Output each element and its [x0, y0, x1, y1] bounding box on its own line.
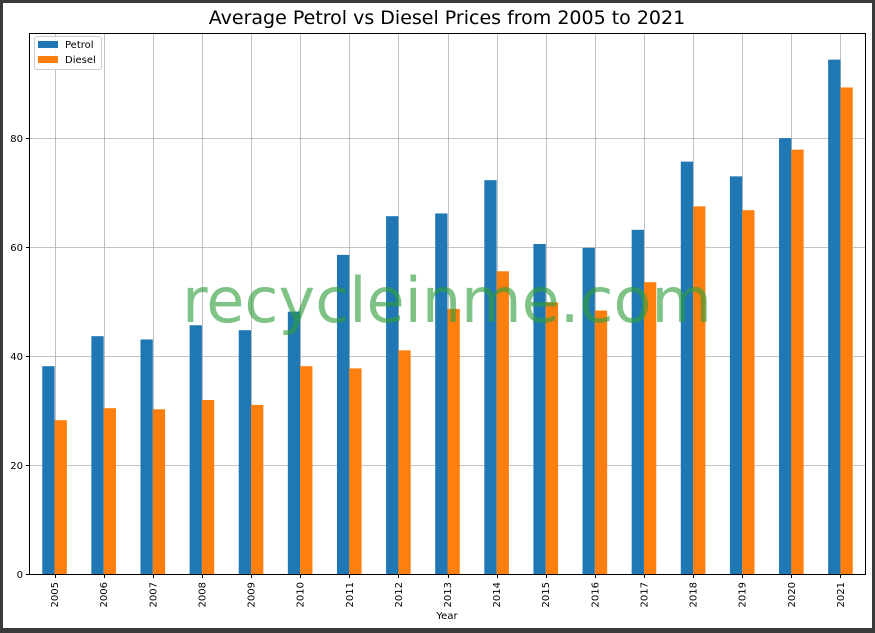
plot-area-border	[29, 33, 866, 575]
bar-petrol-2008	[189, 325, 202, 574]
x-axis-ticks: 2005 2006 2007 2008 2009 2010 2011 2012 2013 2014…	[50, 574, 847, 607]
x-tick-label: 2017	[639, 582, 650, 607]
x-axis-label: Year	[435, 611, 458, 622]
bar-diesel-2007	[152, 409, 166, 574]
bar-petrol-2017	[631, 229, 644, 574]
bar-diesel-2012	[398, 350, 411, 574]
legend-label-diesel: Diesel	[65, 55, 96, 66]
bar-petrol-2019	[729, 176, 743, 574]
chart-title: Average Petrol vs Diesel Prices from 200…	[209, 7, 685, 29]
bar-petrol-2005	[42, 366, 55, 574]
y-tick-label: 60	[10, 243, 23, 254]
bar-petrol-2007	[140, 339, 153, 574]
bar-petrol-2020	[779, 138, 792, 574]
bar-diesel-2013	[447, 308, 460, 574]
x-tick-label: 2011	[345, 582, 356, 607]
bar-diesel-2017	[643, 282, 657, 574]
bar-diesel-2015	[545, 302, 559, 574]
chart-frame: Average Petrol vs Diesel Prices from 200…	[3, 3, 872, 628]
y-tick-label: 40	[10, 352, 23, 363]
bar-petrol-2016	[582, 247, 595, 574]
x-tick-label: 2007	[148, 582, 159, 607]
x-tick-label: 2014	[492, 582, 503, 607]
legend-swatch-petrol	[38, 41, 58, 48]
x-tick-label: 2019	[738, 582, 749, 607]
bar-diesel-2010	[300, 366, 313, 574]
bar-petrol-2018	[680, 161, 694, 575]
bar-diesel-2021	[840, 87, 853, 575]
bar-petrol-2021	[828, 59, 841, 575]
bar-diesel-2020	[791, 149, 804, 575]
x-tick-label: 2018	[689, 582, 700, 607]
bar-chart: Average Petrol vs Diesel Prices from 200…	[10, 7, 866, 622]
bar-petrol-2013	[435, 213, 448, 575]
x-tick-label: 2008	[197, 582, 208, 607]
bar-diesel-2008	[201, 400, 215, 574]
x-tick-label: 2005	[50, 582, 61, 607]
x-tick-label: 2012	[394, 582, 405, 607]
bars-layer	[42, 59, 853, 575]
bar-diesel-2005	[54, 420, 67, 574]
bar-petrol-2009	[238, 330, 252, 574]
bar-petrol-2014	[484, 180, 497, 574]
x-tick-label: 2013	[443, 582, 454, 607]
legend-swatch-diesel	[38, 56, 58, 63]
bar-petrol-2015	[533, 244, 546, 574]
x-tick-label: 2015	[541, 582, 552, 607]
bar-diesel-2009	[251, 404, 264, 574]
bar-diesel-2016	[594, 310, 608, 574]
bar-diesel-2006	[103, 408, 116, 574]
bar-diesel-2019	[742, 210, 755, 574]
y-tick-label: 80	[10, 134, 23, 145]
bar-petrol-2011	[336, 254, 350, 574]
x-tick-label: 2009	[247, 582, 258, 607]
bar-diesel-2018	[693, 206, 706, 574]
y-axis-ticks: 0 20 40 60 80	[10, 134, 30, 581]
watermark: recycleinme.com	[182, 264, 712, 337]
x-tick-label: 2020	[787, 582, 798, 607]
y-tick-label: 20	[10, 461, 23, 472]
y-tick-label: 0	[17, 570, 23, 581]
bar-petrol-2012	[386, 216, 399, 574]
bar-diesel-2011	[349, 368, 362, 574]
x-tick-label: 2021	[836, 582, 847, 607]
bar-diesel-2014	[496, 271, 509, 574]
x-tick-label: 2006	[99, 582, 110, 607]
legend-label-petrol: Petrol	[65, 40, 94, 51]
x-tick-label: 2010	[296, 582, 307, 607]
bar-petrol-2010	[287, 311, 301, 574]
x-tick-label: 2016	[590, 582, 601, 607]
bar-petrol-2006	[91, 336, 104, 574]
legend: Petrol Diesel	[34, 36, 102, 70]
